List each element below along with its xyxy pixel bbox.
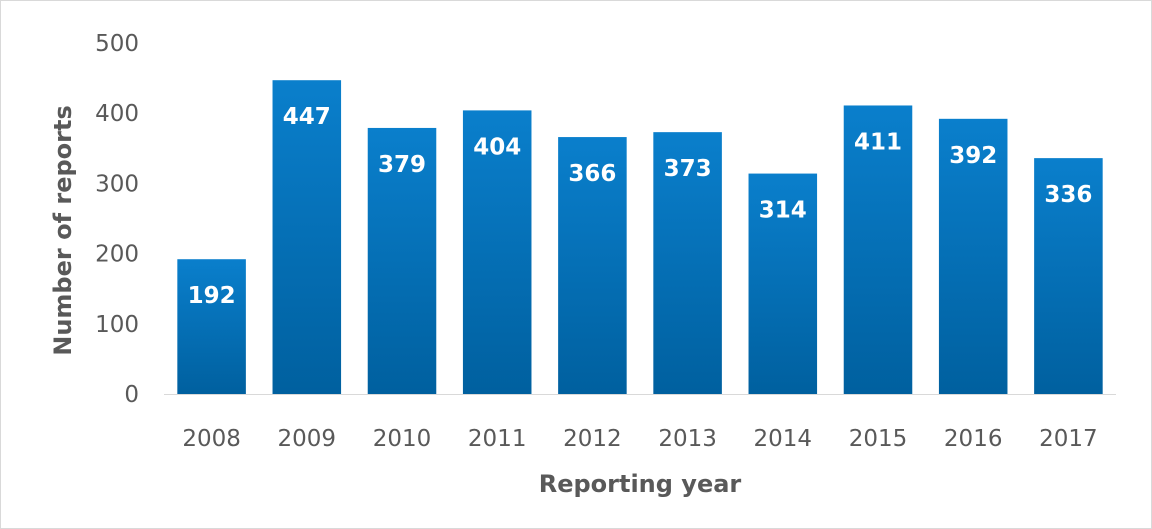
bar-value-label: 404 xyxy=(473,134,521,160)
y-tick-label: 0 xyxy=(124,382,139,408)
x-tick-label: 2014 xyxy=(754,426,813,452)
bar-value-label: 379 xyxy=(378,152,426,178)
bar xyxy=(462,110,532,394)
x-tick-label: 2015 xyxy=(849,426,908,452)
x-tick-label: 2016 xyxy=(944,426,1003,452)
x-tick-label: 2010 xyxy=(373,426,432,452)
bar xyxy=(748,173,818,394)
data-labels: 192 447 379 404 366 373 314 411 392 336 xyxy=(188,104,1093,309)
y-axis-title: Number of reports xyxy=(49,105,77,356)
bars xyxy=(177,80,1103,395)
bar-value-label: 336 xyxy=(1044,182,1092,208)
y-tick-label: 400 xyxy=(95,101,139,127)
y-tick-label: 300 xyxy=(95,171,139,197)
bar-value-label: 373 xyxy=(664,156,712,182)
x-tick-label: 2008 xyxy=(182,426,241,452)
bar xyxy=(558,137,627,394)
bar-value-label: 447 xyxy=(283,104,331,130)
y-tick-label: 500 xyxy=(95,31,139,57)
x-axis-ticks: 2008 2009 2010 2011 2012 2013 2014 2015 2016 2017 xyxy=(182,426,1097,452)
bar xyxy=(367,127,437,394)
bar-value-label: 392 xyxy=(949,143,997,169)
bar xyxy=(272,80,342,395)
x-tick-label: 2011 xyxy=(468,426,527,452)
bar-value-label: 314 xyxy=(759,198,807,224)
bar-value-label: 192 xyxy=(188,283,236,309)
y-tick-label: 100 xyxy=(95,312,139,338)
y-axis-ticks: 0 100 200 300 400 500 xyxy=(95,31,139,408)
y-tick-label: 200 xyxy=(95,242,139,268)
bar-value-label: 411 xyxy=(854,129,902,155)
bar xyxy=(938,118,1008,394)
bar xyxy=(177,259,246,394)
x-tick-label: 2013 xyxy=(658,426,717,452)
x-tick-label: 2017 xyxy=(1039,426,1098,452)
x-tick-label: 2009 xyxy=(278,426,337,452)
x-axis-title: Reporting year xyxy=(539,470,742,498)
bar-value-label: 366 xyxy=(568,161,616,187)
bar xyxy=(653,132,722,395)
bar xyxy=(843,105,913,394)
x-tick-label: 2012 xyxy=(563,426,622,452)
bar xyxy=(1034,158,1103,394)
